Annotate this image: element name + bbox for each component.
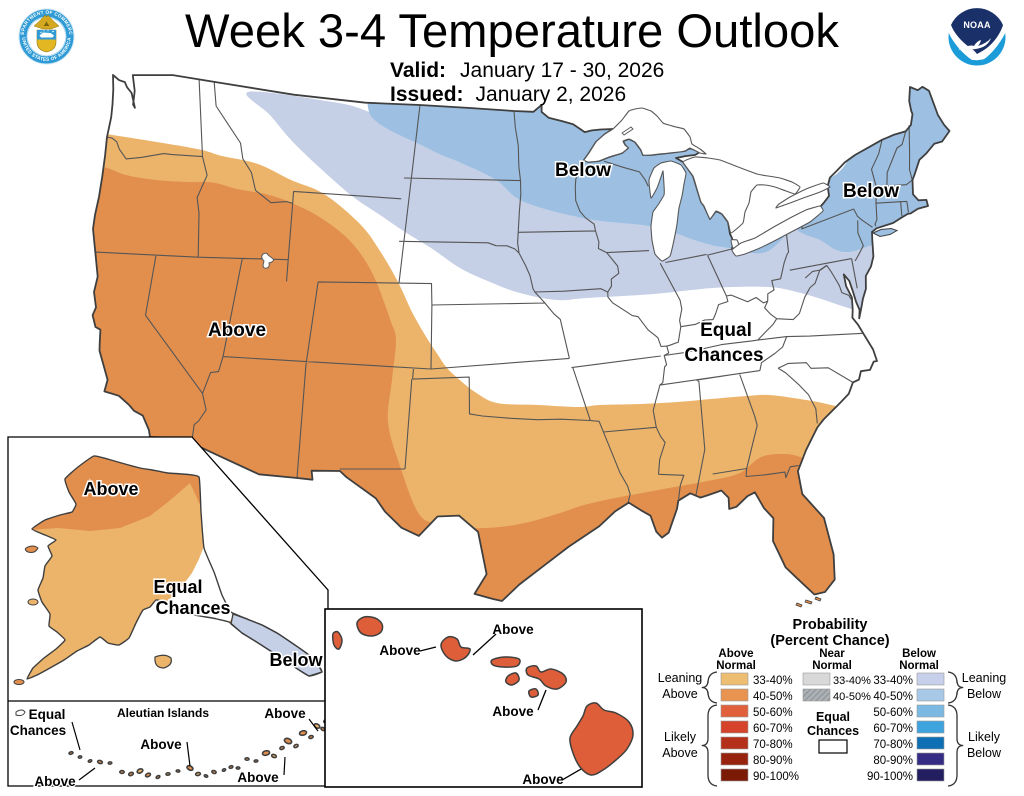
svg-text:Above: Above <box>34 774 76 789</box>
svg-text:Chances: Chances <box>10 723 66 738</box>
svg-text:Near: Near <box>819 648 845 660</box>
svg-text:70-80%: 70-80% <box>753 739 793 751</box>
svg-text:Likely: Likely <box>664 730 697 744</box>
svg-text:Chances: Chances <box>684 345 763 366</box>
svg-text:Above: Above <box>83 479 138 499</box>
svg-text:80-90%: 80-90% <box>753 755 793 767</box>
svg-text:Normal: Normal <box>716 660 756 672</box>
svg-text:Below: Below <box>555 160 611 181</box>
svg-text:Above: Above <box>492 622 534 637</box>
svg-text:Equal: Equal <box>816 710 850 724</box>
svg-text:Equal: Equal <box>29 707 66 722</box>
svg-text:90-100%: 90-100% <box>867 771 913 783</box>
svg-text:Above: Above <box>140 737 182 752</box>
svg-text:Equal: Equal <box>700 320 752 341</box>
svg-text:33-40%: 33-40% <box>873 675 913 687</box>
svg-text:Above: Above <box>237 770 279 785</box>
svg-text:Above: Above <box>662 746 697 760</box>
svg-text:Normal: Normal <box>899 660 939 672</box>
svg-text:Normal: Normal <box>812 660 852 672</box>
svg-text:Above: Above <box>264 706 306 721</box>
svg-text:(Percent Chance): (Percent Chance) <box>770 633 889 649</box>
svg-text:Likely: Likely <box>968 730 1001 744</box>
svg-text:Above: Above <box>379 643 421 658</box>
svg-text:50-60%: 50-60% <box>873 707 913 719</box>
svg-text:Equal: Equal <box>153 577 202 597</box>
svg-text:70-80%: 70-80% <box>873 739 913 751</box>
svg-text:60-70%: 60-70% <box>873 723 913 735</box>
svg-text:50-60%: 50-60% <box>753 707 793 719</box>
svg-text:90-100%: 90-100% <box>753 771 799 783</box>
svg-text:40-50%: 40-50% <box>753 691 793 703</box>
svg-text:Leaning: Leaning <box>962 671 1007 685</box>
svg-text:Below: Below <box>843 181 899 202</box>
svg-text:Week 3-4 Temperature Outlook: Week 3-4 Temperature Outlook <box>185 5 839 58</box>
svg-text:Chances: Chances <box>807 724 859 738</box>
svg-text:33-40%: 33-40% <box>753 675 793 687</box>
svg-text:Above: Above <box>208 320 266 341</box>
svg-text:Valid:January 17 - 30, 2026: Valid: January 17 - 30, 2026 <box>390 59 664 82</box>
svg-text:Issued:January 2, 2026: Issued: January 2, 2026 <box>390 83 626 106</box>
svg-text:60-70%: 60-70% <box>753 723 793 735</box>
svg-text:80-90%: 80-90% <box>873 755 913 767</box>
svg-text:Chances: Chances <box>155 598 230 618</box>
svg-text:Below: Below <box>967 746 1002 760</box>
svg-text:Below: Below <box>967 687 1002 701</box>
svg-text:Above: Above <box>492 704 534 719</box>
svg-text:Below: Below <box>902 648 936 660</box>
svg-text:Aleutian Islands: Aleutian Islands <box>117 706 209 720</box>
svg-text:Probability: Probability <box>793 617 868 633</box>
svg-text:Leaning: Leaning <box>658 671 703 685</box>
svg-text:33-40%: 33-40% <box>833 675 871 687</box>
svg-text:40-50%: 40-50% <box>833 691 871 703</box>
svg-text:Above: Above <box>718 648 753 660</box>
svg-text:Above: Above <box>662 687 697 701</box>
svg-text:NOAA: NOAA <box>963 20 991 30</box>
svg-text:Below: Below <box>269 650 323 670</box>
svg-text:40-50%: 40-50% <box>873 691 913 703</box>
svg-text:Above: Above <box>522 772 564 787</box>
